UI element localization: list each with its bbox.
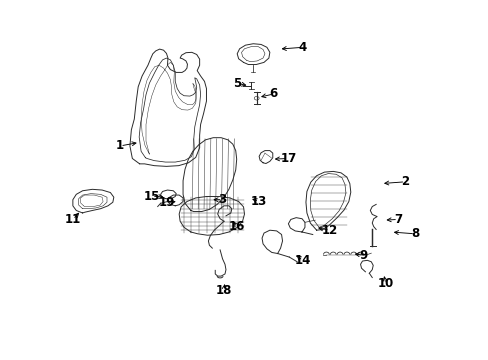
Text: 7: 7 — [393, 213, 401, 226]
Text: 4: 4 — [298, 41, 306, 54]
Text: 18: 18 — [215, 284, 232, 297]
Text: 2: 2 — [401, 175, 408, 188]
Text: 17: 17 — [280, 152, 296, 165]
Text: 15: 15 — [143, 190, 160, 203]
Text: 8: 8 — [410, 227, 418, 240]
Text: 14: 14 — [294, 254, 310, 267]
Text: 3: 3 — [218, 193, 226, 206]
Text: 10: 10 — [377, 278, 393, 291]
Text: 16: 16 — [228, 220, 245, 233]
Text: 11: 11 — [64, 213, 81, 226]
Text: 6: 6 — [269, 87, 277, 100]
Text: 1: 1 — [116, 139, 124, 152]
Text: 13: 13 — [250, 195, 267, 208]
Text: 5: 5 — [233, 77, 241, 90]
Text: 9: 9 — [359, 249, 367, 262]
Text: 19: 19 — [158, 196, 174, 209]
Text: 12: 12 — [321, 224, 337, 237]
